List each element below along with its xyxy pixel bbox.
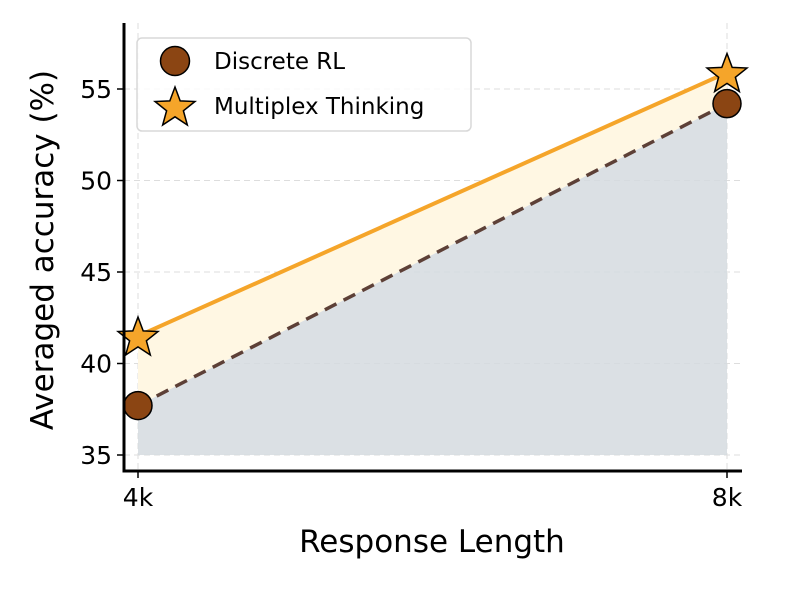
legend: Discrete RL Multiplex Thinking: [136, 37, 472, 132]
circle-marker-icon: [159, 45, 191, 77]
legend-box: [136, 37, 472, 132]
discrete-rl-point: [712, 88, 742, 119]
discrete-rl-line: [137, 102, 728, 408]
y-tick-label: 55: [80, 75, 112, 104]
y-tick-label: 50: [80, 167, 112, 196]
y-axis-title: Averaged accuracy (%): [25, 70, 61, 430]
data-markers: [115, 51, 750, 421]
multiplex-gap-area: [138, 72, 727, 406]
legend-label-multiplex-thinking: Multiplex Thinking: [214, 94, 424, 120]
y-tick-label: 45: [80, 258, 112, 287]
discrete-rl-area: [138, 103, 727, 455]
x-axis-title: Response Length: [299, 524, 565, 560]
y-tick-label: 40: [80, 350, 112, 379]
x-tick-label: 8k: [712, 483, 743, 512]
x-tick-label: 4k: [123, 483, 154, 512]
multiplex-thinking-point: [704, 51, 750, 94]
star-marker-icon: [152, 84, 198, 127]
y-axis-ticks: 35 40 45 50 55: [80, 75, 124, 470]
legend-label-discrete-rl: Discrete RL: [214, 49, 345, 75]
x-axis-ticks: 4k 8k: [123, 471, 743, 512]
y-tick-label: 35: [80, 441, 112, 470]
discrete-rl-point: [123, 390, 153, 421]
multiplex-thinking-line: [137, 70, 728, 338]
